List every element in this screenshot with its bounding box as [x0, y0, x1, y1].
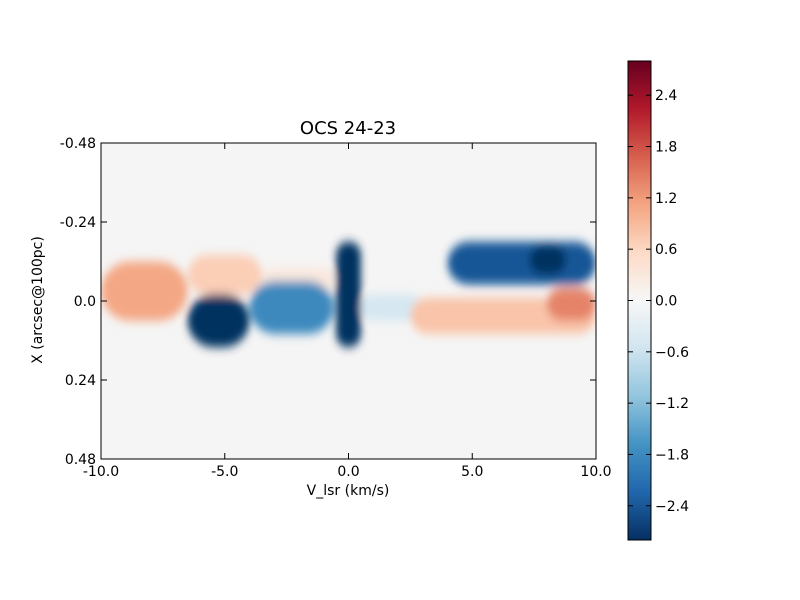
emission-feature-5 — [249, 281, 334, 334]
emission-feature-8 — [447, 241, 596, 285]
colorbar-tick-label: −1.2 — [655, 396, 689, 412]
colorbar-tick-label: 1.2 — [655, 191, 677, 207]
colorbar-tick-label: 0.6 — [655, 242, 677, 258]
emission-feature-4 — [187, 294, 250, 348]
colorbar-ticks: 2.4 1.8 1.2 0.6 0.0 −0.6 −1.2 −1.8 −2.4 — [628, 88, 689, 515]
colorbar-tick-label: −1.8 — [655, 447, 689, 463]
emission-feature-1 — [101, 261, 188, 321]
y-axis-ticks: -0.48 -0.24 0.0 0.24 0.48 — [60, 136, 596, 468]
x-tick-label: 10.0 — [580, 464, 611, 480]
chart-title: OCS 24-23 — [300, 118, 396, 139]
colorbar-tick-label: 1.8 — [655, 140, 677, 156]
emission-feature-6 — [336, 241, 361, 348]
x-tick-label: -5.0 — [211, 464, 238, 480]
y-tick-label: -0.24 — [60, 215, 96, 231]
y-tick-label: 0.0 — [74, 294, 96, 310]
emission-feature-2 — [187, 254, 262, 295]
x-axis-label: V_lsr (km/s) — [307, 483, 390, 499]
emission-feature-9 — [529, 245, 567, 275]
x-tick-label: 5.0 — [461, 464, 483, 480]
emission-feature-11 — [546, 287, 596, 321]
y-tick-label: 0.24 — [65, 373, 96, 389]
heatmap-image — [101, 241, 596, 348]
x-tick-label: -10.0 — [83, 464, 119, 480]
y-tick-label: 0.48 — [65, 452, 96, 468]
colorbar-tick-label: 2.4 — [655, 88, 677, 104]
x-tick-label: 0.0 — [337, 464, 359, 480]
y-axis-label: X (arcsec@100pc) — [30, 236, 46, 364]
y-tick-label: -0.48 — [60, 136, 96, 152]
colorbar-tick-label: −0.6 — [655, 345, 689, 361]
colorbar-tick-label: 0.0 — [655, 294, 677, 310]
colorbar-tick-label: −2.4 — [655, 499, 689, 515]
x-axis-ticks: -10.0 -5.0 0.0 5.0 10.0 — [83, 143, 612, 480]
emission-feature-7 — [360, 294, 423, 321]
